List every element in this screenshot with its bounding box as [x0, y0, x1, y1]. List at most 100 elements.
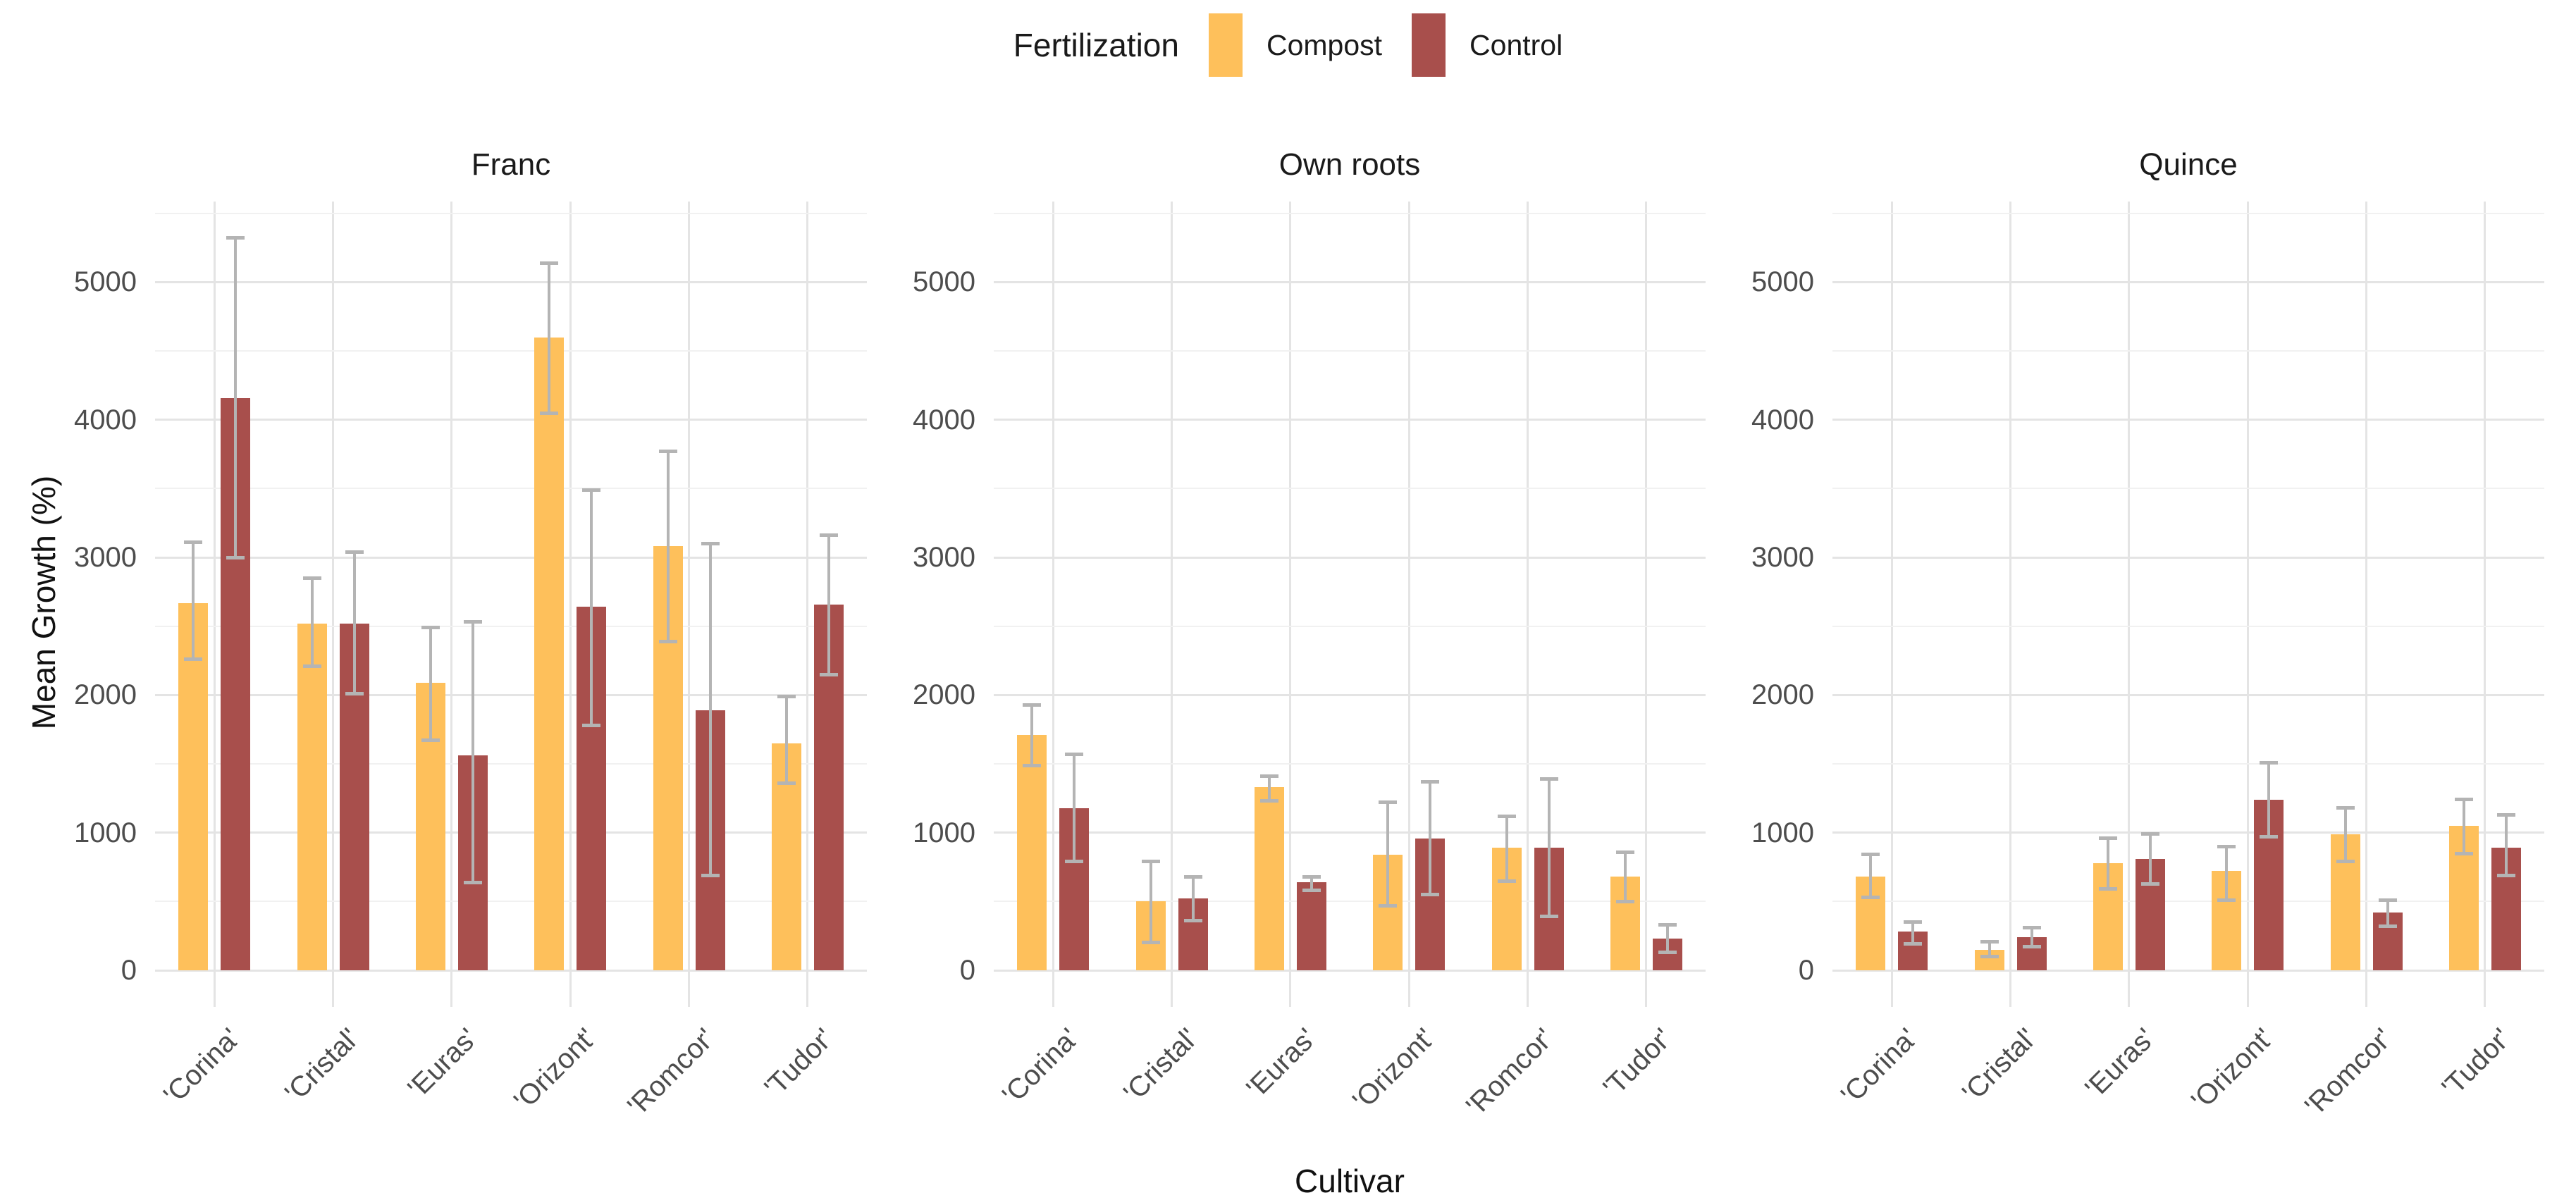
- facet-title: Own roots: [1278, 147, 1421, 182]
- bar-compost: [1254, 787, 1284, 971]
- error-bar-cap: [1302, 889, 1321, 893]
- error-bar-cap: [463, 880, 482, 884]
- error-bar-line: [1623, 852, 1627, 902]
- minor-gridline: [1832, 625, 2544, 627]
- legend-item-compost: Compost: [1208, 13, 1382, 77]
- error-bar-cap: [1497, 814, 1516, 818]
- x-tick-label: 'Tudor': [1597, 1022, 1678, 1103]
- error-bar-cap: [2336, 806, 2355, 810]
- x-tick-label: 'Orizont': [508, 1022, 603, 1117]
- error-bar-cap: [1065, 752, 1084, 756]
- minor-gridline: [1832, 350, 2544, 352]
- facet-franc: Franc 0 1000 2000 3000 4000 5000 'Corina' 'Crist…: [56, 85, 867, 1161]
- major-gridline: [1832, 419, 2544, 421]
- error-bar-line: [2504, 815, 2508, 876]
- minor-gridline: [155, 625, 867, 627]
- error-bar-cap: [1141, 941, 1160, 945]
- error-bar-cap: [302, 576, 321, 580]
- vertical-gridline: [1171, 202, 1173, 1007]
- error-bar-cap: [701, 542, 720, 546]
- minor-gridline: [155, 763, 867, 765]
- x-tick-label: 'Tudor': [758, 1022, 839, 1103]
- error-bar-cap: [582, 488, 601, 492]
- error-bar-line: [827, 535, 830, 675]
- facet-title: Quince: [2139, 147, 2238, 182]
- major-gridline: [994, 280, 1706, 283]
- panel-row: 0 1000 2000 3000 4000 5000: [56, 202, 867, 1007]
- error-bar-line: [1911, 922, 1915, 944]
- vertical-gridline: [213, 202, 216, 1007]
- major-gridline: [1832, 693, 2544, 696]
- error-bar-line: [548, 263, 551, 414]
- x-tick-label: 'Corina': [1835, 1022, 1924, 1111]
- major-gridline: [155, 280, 867, 283]
- error-bar-line: [2148, 834, 2152, 884]
- major-gridline: [1832, 969, 2544, 972]
- error-bar-cap: [345, 550, 364, 554]
- error-bar-cap: [819, 672, 838, 676]
- major-gridline: [155, 831, 867, 834]
- bar-control: [1296, 882, 1326, 971]
- x-tick-label: 'Cristal': [1956, 1022, 2042, 1109]
- vertical-gridline: [1407, 202, 1410, 1007]
- error-bar-cap: [1615, 850, 1634, 854]
- error-bar-cap: [2022, 945, 2041, 949]
- error-bar-cap: [2336, 860, 2355, 864]
- error-bar-line: [310, 578, 314, 667]
- error-bar-line: [352, 552, 356, 694]
- vertical-gridline: [1289, 202, 1292, 1007]
- error-bar-cap: [1539, 777, 1558, 781]
- error-bar-cap: [1497, 879, 1516, 883]
- y-tick-label: 0: [1798, 955, 1814, 986]
- vertical-gridline: [2128, 202, 2131, 1007]
- error-bar-line: [1030, 705, 1034, 766]
- error-bar-cap: [1861, 853, 1880, 857]
- x-tick-label: 'Euras': [1240, 1022, 1322, 1104]
- error-bar-line: [1073, 754, 1076, 862]
- major-gridline: [155, 693, 867, 696]
- error-bar-cap: [819, 533, 838, 538]
- x-tick-label: 'Romcor': [2298, 1022, 2398, 1122]
- facet-row: Franc 0 1000 2000 3000 4000 5000 'Corina' 'Crist…: [56, 85, 2576, 1161]
- error-bar-line: [471, 621, 474, 883]
- error-bar-cap: [184, 540, 203, 545]
- error-bar-cap: [1658, 923, 1677, 927]
- y-tick-label: 5000: [913, 266, 975, 298]
- x-axis-title: Cultivar: [1295, 1163, 1405, 1199]
- error-bar-cap: [2260, 760, 2279, 765]
- error-bar-cap: [1023, 703, 1042, 707]
- error-bar-cap: [2098, 836, 2117, 841]
- error-bar-line: [1267, 776, 1271, 801]
- error-bar-cap: [1904, 920, 1923, 924]
- y-tick-label: 5000: [74, 266, 137, 298]
- y-axis-tick-labels: 0 1000 2000 3000 4000 5000: [1734, 202, 1832, 1007]
- y-tick-label: 4000: [74, 404, 137, 435]
- error-bar-line: [784, 696, 788, 784]
- minor-gridline: [994, 350, 1706, 352]
- vertical-gridline: [806, 202, 809, 1007]
- y-tick-label: 3000: [913, 542, 975, 574]
- error-bar-cap: [2217, 844, 2236, 848]
- compost-color-swatch: [1208, 13, 1243, 77]
- error-bar-line: [666, 451, 670, 642]
- error-bar-cap: [345, 691, 364, 695]
- error-bar-line: [1149, 861, 1152, 943]
- minor-gridline: [155, 488, 867, 490]
- facet-quince: Quince 0 1000 2000 3000 4000 5000 'Corina' 'Cris…: [1734, 85, 2544, 1161]
- error-bar-line: [590, 490, 593, 726]
- error-bar-cap: [421, 738, 440, 743]
- error-bar-cap: [2496, 812, 2515, 817]
- control-color-swatch: [1412, 13, 1446, 77]
- minor-gridline: [155, 212, 867, 214]
- error-bar-cap: [1183, 919, 1202, 923]
- y-tick-label: 3000: [1751, 542, 1814, 574]
- error-bar-cap: [2098, 887, 2117, 891]
- error-bar-line: [2343, 808, 2347, 862]
- error-bar-line: [708, 543, 712, 876]
- y-tick-label: 4000: [1751, 404, 1814, 435]
- error-bar-cap: [658, 450, 677, 454]
- plot-panel: [994, 202, 1706, 1007]
- minor-gridline: [155, 350, 867, 352]
- vertical-gridline: [569, 202, 572, 1007]
- x-tick-label: 'Tudor': [2436, 1022, 2517, 1103]
